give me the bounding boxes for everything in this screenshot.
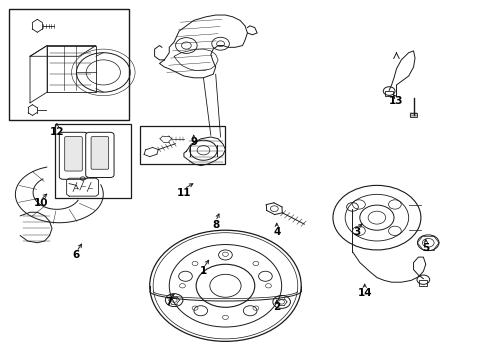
Text: 8: 8: [212, 220, 220, 230]
FancyBboxPatch shape: [91, 136, 109, 169]
Text: 2: 2: [273, 302, 280, 312]
Text: 11: 11: [177, 188, 191, 198]
FancyBboxPatch shape: [86, 132, 114, 177]
Text: 5: 5: [422, 243, 429, 253]
Text: 6: 6: [73, 250, 80, 260]
FancyBboxPatch shape: [65, 136, 82, 171]
Text: 9: 9: [190, 138, 197, 147]
Bar: [55, 125, 131, 198]
Text: 3: 3: [354, 227, 361, 237]
Text: 4: 4: [273, 227, 280, 237]
Text: 14: 14: [357, 288, 372, 298]
Text: 13: 13: [389, 96, 404, 106]
Bar: [385, 91, 393, 96]
Text: 1: 1: [200, 266, 207, 276]
FancyBboxPatch shape: [59, 132, 88, 179]
Bar: [9, 9, 129, 120]
Bar: [140, 126, 225, 164]
Text: 10: 10: [33, 198, 48, 208]
Bar: [410, 113, 417, 117]
Text: 12: 12: [49, 127, 64, 136]
Text: 7: 7: [166, 297, 173, 307]
Bar: [419, 280, 427, 286]
